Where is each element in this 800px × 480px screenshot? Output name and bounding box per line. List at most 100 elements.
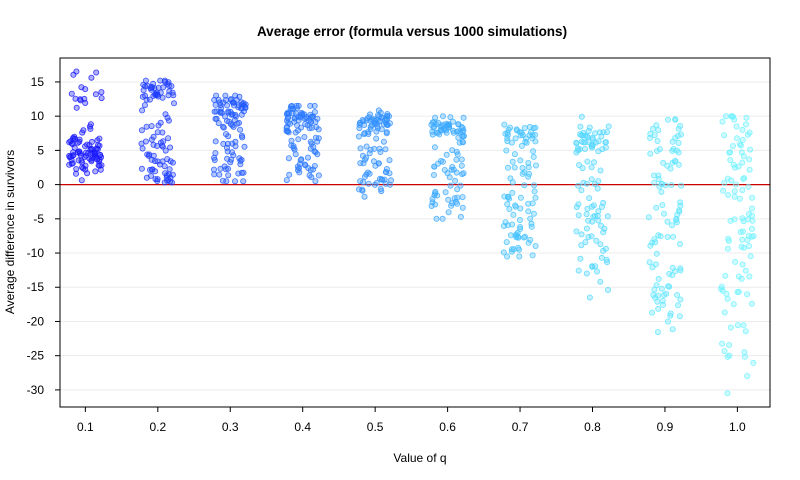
data-point (655, 175, 662, 182)
data-point (222, 92, 229, 99)
data-point (529, 200, 536, 207)
data-point (745, 216, 752, 223)
data-point (375, 160, 382, 167)
data-point (287, 103, 294, 110)
data-point (380, 138, 387, 145)
data-point (655, 292, 662, 299)
data-point (93, 69, 100, 76)
data-point (366, 150, 373, 157)
data-point (664, 233, 671, 240)
x-tick-label: 1.0 (729, 420, 746, 434)
data-point (384, 122, 391, 129)
data-point (594, 212, 601, 219)
data-point (447, 114, 454, 121)
data-point (573, 140, 580, 147)
data-point (724, 390, 731, 397)
data-point (659, 181, 666, 188)
data-point (654, 147, 661, 154)
data-point (457, 182, 464, 189)
data-point (646, 259, 653, 266)
data-point (730, 301, 737, 308)
data-point (518, 142, 525, 149)
data-point (720, 187, 727, 194)
data-point (677, 240, 684, 247)
data-point (378, 188, 385, 195)
data-point (82, 100, 89, 107)
data-point (600, 229, 607, 236)
data-point (166, 166, 173, 173)
data-point (508, 246, 515, 253)
data-point (507, 175, 514, 182)
data-point (521, 169, 528, 176)
data-point (361, 122, 368, 129)
data-point (739, 261, 746, 268)
data-point (154, 129, 161, 136)
data-point (439, 113, 446, 120)
data-point (585, 127, 592, 134)
data-point (742, 328, 749, 335)
data-point (744, 236, 751, 243)
data-point (656, 146, 663, 153)
data-point (653, 204, 660, 211)
data-point (677, 202, 684, 209)
data-point (157, 89, 164, 96)
data-point (528, 223, 535, 230)
data-point (450, 129, 457, 136)
data-point (237, 157, 244, 164)
x-tick-label: 0.2 (149, 420, 166, 434)
data-point (212, 138, 219, 145)
data-point (312, 178, 319, 185)
data-point (95, 142, 102, 149)
data-point (658, 285, 665, 292)
data-point (721, 179, 728, 186)
data-point (459, 204, 466, 211)
data-point (144, 82, 151, 89)
data-point (452, 177, 459, 184)
data-point (447, 182, 454, 189)
x-axis: 0.1 0.2 0.3 0.4 0.5 0.6 0.7 0.8 0.9 1.0 (77, 407, 746, 434)
x-tick-label: 0.9 (657, 420, 674, 434)
data-point (70, 71, 77, 78)
data-point (503, 239, 510, 246)
data-point (444, 170, 451, 177)
data-point (510, 246, 517, 253)
data-point (505, 193, 512, 200)
data-point (675, 132, 682, 139)
y-tick-label: -5 (33, 212, 44, 226)
data-point (746, 242, 753, 249)
data-point (141, 102, 148, 109)
data-point (739, 236, 746, 243)
data-point (573, 204, 580, 211)
data-point (747, 253, 754, 260)
data-point (96, 135, 103, 142)
data-point (740, 228, 747, 235)
y-tick-label: -30 (27, 383, 45, 397)
data-point (298, 156, 305, 163)
data-point (675, 149, 682, 156)
data-point (362, 154, 369, 161)
data-point (429, 131, 436, 138)
data-point (295, 113, 302, 120)
data-point (718, 283, 725, 290)
data-point (504, 164, 511, 171)
data-point (517, 223, 524, 230)
data-point (659, 201, 666, 208)
data-point (721, 309, 728, 316)
data-point (216, 171, 223, 178)
data-point (743, 114, 750, 121)
data-point (439, 215, 446, 222)
data-point (357, 145, 364, 152)
data-point (444, 122, 451, 129)
data-point (727, 149, 734, 156)
data-point (148, 166, 155, 173)
data-point (740, 153, 747, 160)
data-point (360, 179, 367, 186)
y-tick-label: 10 (31, 109, 45, 123)
data-point (304, 154, 311, 161)
data-point (719, 340, 726, 347)
data-point (315, 172, 322, 179)
data-point (383, 130, 390, 137)
data-point (525, 208, 532, 215)
data-point (670, 145, 677, 152)
data-point (578, 242, 585, 249)
